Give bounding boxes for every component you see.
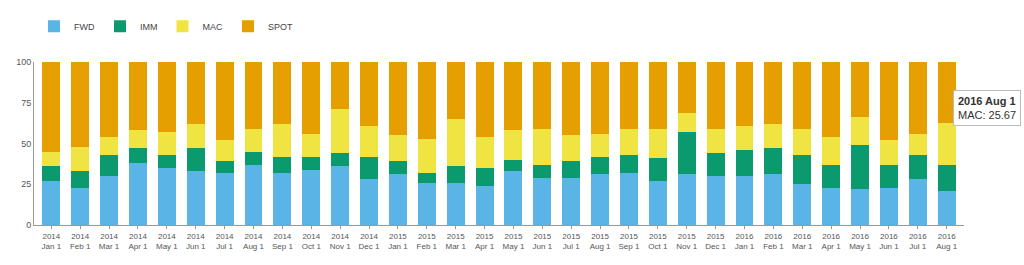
svg-text:2015May 1: 2015May 1 — [503, 232, 525, 251]
svg-text:IMM: IMM — [140, 22, 158, 32]
svg-text:2016Jul 1: 2016Jul 1 — [909, 232, 927, 251]
svg-text:2016May 1: 2016May 1 — [849, 232, 871, 251]
svg-text:2014Aug 1: 2014Aug 1 — [243, 232, 264, 251]
svg-text:2015Jan 1: 2015Jan 1 — [388, 232, 408, 251]
svg-text:2015Nov 1: 2015Nov 1 — [676, 232, 697, 251]
svg-text:2014Mar 1: 2014Mar 1 — [99, 232, 120, 251]
svg-text:2016 Aug 1MAC: 25.67: 2016 Aug 1MAC: 25.67 — [958, 95, 1016, 121]
svg-text:2014Jun 1: 2014Jun 1 — [186, 232, 206, 251]
svg-text:MAC: MAC — [202, 22, 223, 32]
svg-text:2014Dec 1: 2014Dec 1 — [359, 232, 380, 251]
svg-text:2014Jul 1: 2014Jul 1 — [216, 232, 234, 251]
svg-text:0: 0 — [26, 220, 31, 230]
svg-text:2016Feb 1: 2016Feb 1 — [763, 232, 784, 251]
svg-text:2014Feb 1: 2014Feb 1 — [70, 232, 91, 251]
svg-text:2015Dec 1: 2015Dec 1 — [705, 232, 726, 251]
svg-text:2016Mar 1: 2016Mar 1 — [792, 232, 813, 251]
svg-text:2016Apr 1: 2016Apr 1 — [822, 232, 842, 251]
svg-text:2015Sep 1: 2015Sep 1 — [619, 232, 640, 251]
svg-text:2016Jun 1: 2016Jun 1 — [879, 232, 899, 251]
svg-text:2014May 1: 2014May 1 — [156, 232, 178, 251]
svg-text:2014Nov 1: 2014Nov 1 — [330, 232, 351, 251]
svg-text:2015Jun 1: 2015Jun 1 — [533, 232, 553, 251]
svg-text:2015Feb 1: 2015Feb 1 — [417, 232, 438, 251]
svg-text:2014Jan 1: 2014Jan 1 — [42, 232, 62, 251]
svg-text:2016Jan 1: 2016Jan 1 — [735, 232, 755, 251]
svg-text:2016Aug 1: 2016Aug 1 — [936, 232, 957, 251]
svg-text:75: 75 — [21, 98, 31, 108]
svg-text:2014Oct 1: 2014Oct 1 — [302, 232, 322, 251]
svg-text:FWD: FWD — [74, 22, 95, 32]
svg-text:100: 100 — [16, 57, 31, 67]
svg-text:2015Aug 1: 2015Aug 1 — [590, 232, 611, 251]
svg-text:2015Jul 1: 2015Jul 1 — [562, 232, 580, 251]
svg-text:2014Sep 1: 2014Sep 1 — [272, 232, 293, 251]
svg-text:SPOT: SPOT — [268, 22, 293, 32]
svg-text:2015Apr 1: 2015Apr 1 — [475, 232, 495, 251]
svg-text:2015Oct 1: 2015Oct 1 — [648, 232, 668, 251]
svg-text:2015Mar 1: 2015Mar 1 — [445, 232, 466, 251]
svg-text:50: 50 — [21, 139, 31, 149]
svg-text:2014Apr 1: 2014Apr 1 — [128, 232, 148, 251]
svg-text:25: 25 — [21, 179, 31, 189]
